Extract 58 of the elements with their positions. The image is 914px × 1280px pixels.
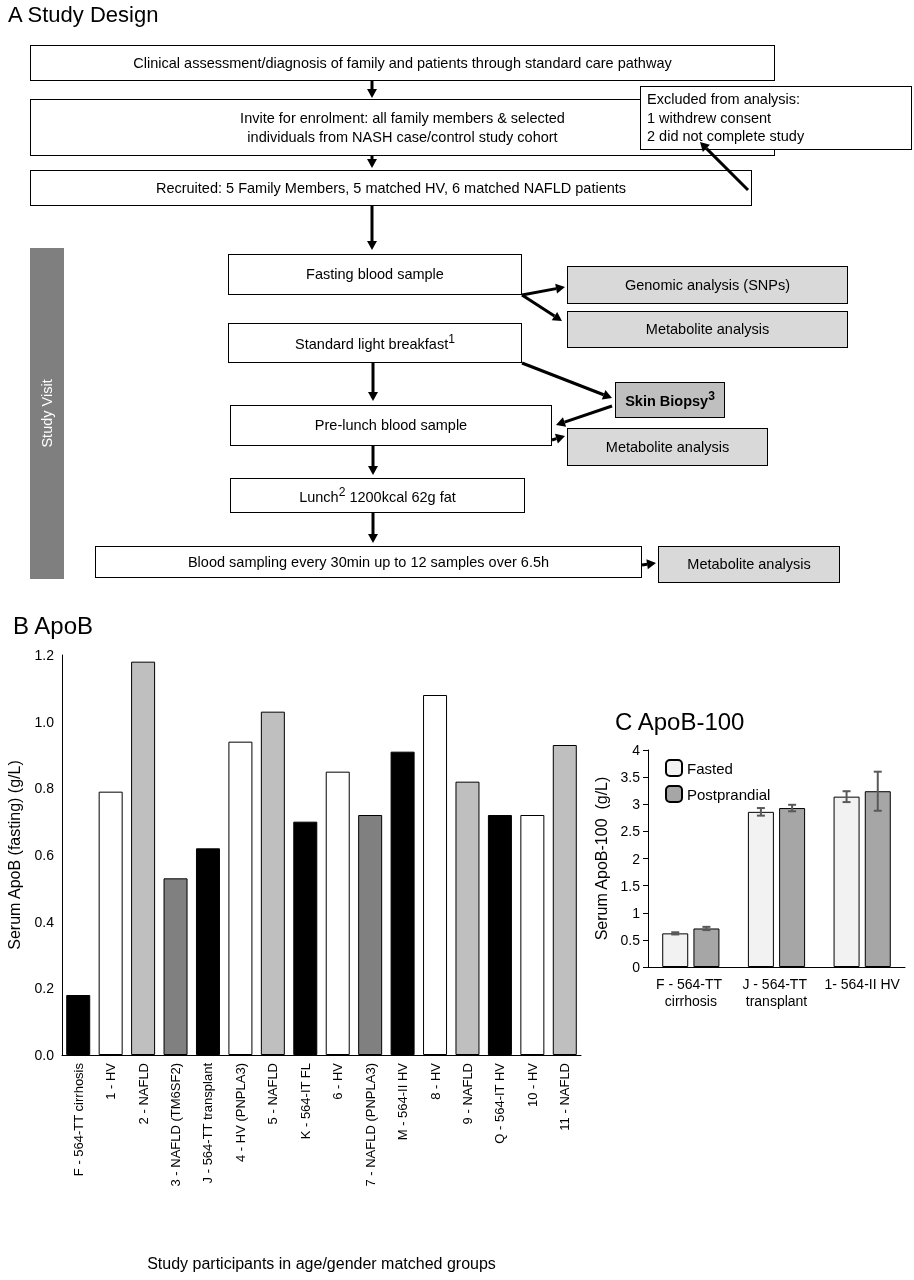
text: Excluded from analysis: 1 withdrew consent 2 did not complete study xyxy=(647,89,805,147)
y-tick-label: 2.5 xyxy=(620,823,641,840)
y-tick-label: 2 xyxy=(632,850,641,867)
text: Blood sampling every 30min up to 12 samples over 6.5h xyxy=(187,552,550,572)
y-tick-label: 0 xyxy=(632,959,641,975)
text: Recruited: 5 Family Members, 5 matched HV, 6 matched NAFLD patients xyxy=(155,178,627,198)
text: Clinical assessment/diagnosis of family and patients through standard care pathway xyxy=(133,53,672,73)
x-tick-label: J - 564-TT transplant xyxy=(742,975,811,1009)
y-tick-label: 1.0 xyxy=(34,713,55,730)
y-tick-label: 3 xyxy=(632,796,641,813)
y-tick-label: 0.5 xyxy=(620,931,641,948)
x-tick-label: 8 - HV xyxy=(427,1062,443,1100)
x-tick-label: 11 - NAFLD xyxy=(557,1063,573,1131)
y-tick-label: 4 xyxy=(632,742,641,758)
x-tick-label: 1 - HV xyxy=(103,1062,119,1100)
y-tick-label: 1.5 xyxy=(620,877,641,894)
y-tick-label: 0.0 xyxy=(34,1047,55,1063)
x-tick-label: K - 564-IT FL xyxy=(297,1063,313,1140)
text: Metabolite analysis xyxy=(605,437,730,457)
text: Skin Biopsy$^{3}$ xyxy=(625,389,715,411)
legend-label: Postprandial xyxy=(687,785,771,803)
y-axis-title: Serum ApoB-100 (g/L) xyxy=(593,776,611,941)
x-tick-label: M - 564-II HV xyxy=(395,1062,411,1141)
chart-title: C ApoB-100 xyxy=(615,707,745,735)
x-tick-label: 9 - NAFLD xyxy=(459,1063,475,1125)
y-tick-label: 0.6 xyxy=(34,847,55,863)
y-tick-label: 0.2 xyxy=(34,980,55,997)
text: A Study Design xyxy=(8,2,159,28)
legend-label: Fasted xyxy=(687,759,733,777)
x-tick-label: F - 564-TT cirrhosis xyxy=(70,1062,86,1177)
x-tick-label: Q - 564-IT HV xyxy=(492,1062,508,1144)
y-tick-label: 1.2 xyxy=(34,647,55,663)
text: Lunch$^{2}$ 1200kcal 62g fat xyxy=(299,484,456,507)
x-tick-label: 7 - NAFLD (PNPLA3) xyxy=(362,1063,378,1187)
x-tick-label: 1- 564-II HV xyxy=(824,975,901,992)
text: Pre-lunch blood sample xyxy=(314,416,468,435)
chart-title: B ApoB xyxy=(13,611,94,639)
x-tick-label: 10 - HV xyxy=(524,1062,540,1108)
x-tick-label: 2 - NAFLD xyxy=(135,1063,151,1125)
text: Genomic analysis (SNPs) xyxy=(624,275,791,295)
text: Metabolite analysis xyxy=(687,555,811,574)
text: Invite for enrolment: all family members & selected individuals from NASH case/control study cohort xyxy=(239,108,566,147)
x-tick-label: 6 - HV xyxy=(330,1062,346,1100)
y-tick-label: 3.5 xyxy=(620,769,641,786)
text: Standard light breakfast$^{1}$ xyxy=(295,332,455,354)
text: Study Visit xyxy=(37,379,56,448)
y-tick-label: 1 xyxy=(632,904,641,921)
text: Fasting blood sample xyxy=(306,265,444,284)
y-tick-label: 0.4 xyxy=(34,913,55,930)
x-tick-label: F - 564-TT cirrhosis xyxy=(655,975,726,1009)
text: Metabolite analysis xyxy=(645,320,770,339)
y-axis-title: Serum ApoB (fasting) (g/L) xyxy=(5,760,23,950)
y-tick-label: 0.8 xyxy=(34,780,55,797)
x-tick-label: 4 - HV (PNPLA3) xyxy=(232,1063,248,1162)
x-tick-label: 5 - NAFLD xyxy=(265,1063,281,1125)
x-axis-title: Study participants in age/gender matched groups xyxy=(147,1254,496,1272)
x-tick-label: 3 - NAFLD (TM6SF2) xyxy=(168,1063,184,1187)
x-tick-label: J - 564-TT transplant xyxy=(200,1062,216,1184)
